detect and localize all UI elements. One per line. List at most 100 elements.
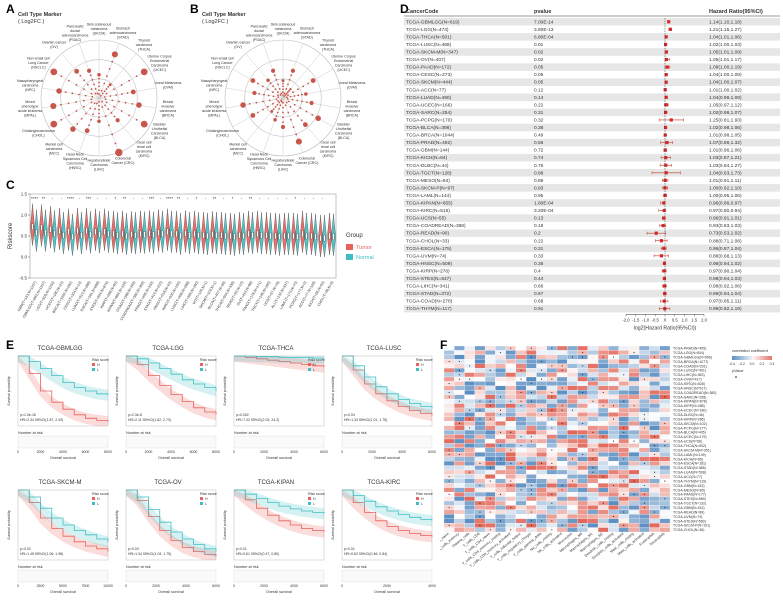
heat-cell — [628, 456, 640, 462]
heat-cell — [628, 416, 640, 422]
heat-cell — [639, 443, 650, 448]
heat-cell — [443, 376, 455, 382]
b-point — [292, 91, 294, 94]
km-x-label: Overall survival — [158, 456, 184, 460]
b-category-label: melanoma — [275, 27, 292, 31]
heat-cell — [536, 523, 547, 528]
a-point — [98, 112, 100, 115]
row-pvalue: 0.49 — [534, 133, 544, 139]
heat-cell — [628, 407, 640, 413]
heat-cell — [443, 430, 455, 435]
heat-cell — [577, 496, 588, 502]
a-point — [83, 105, 85, 108]
a-spoke — [48, 97, 100, 128]
hazard-point — [664, 156, 668, 160]
heat-row-label: TCGA-STES(N=569) — [673, 497, 706, 501]
significance-dot — [664, 440, 666, 442]
km-pvalue: p=2.3e-8 — [128, 413, 142, 417]
significance-dot — [654, 511, 656, 513]
row-cancer-code: TCGA-COAD(N=278) — [406, 299, 453, 305]
violin-normal-box — [125, 232, 128, 240]
significance-dot — [469, 418, 471, 420]
significance-dot — [448, 391, 450, 394]
heat-cell — [454, 478, 465, 484]
b-point — [285, 96, 288, 99]
heat-cell — [443, 514, 455, 519]
heat-cell — [587, 390, 599, 395]
violin-tumor-box — [283, 232, 286, 240]
row-pvalue: 0.68 — [534, 299, 544, 305]
panel-label-f: F — [440, 338, 448, 352]
row-pvalue: 3.20E-04 — [534, 208, 554, 214]
km-pvalue: p=0.002 — [236, 413, 249, 417]
heat-cell — [495, 345, 506, 351]
row-pvalue: 0.22 — [534, 102, 544, 108]
heat-cell — [577, 492, 588, 497]
heat-cell — [505, 416, 517, 422]
b-category-label: Thyroid — [322, 39, 334, 43]
heat-row-label: TCGA-KICH(N=65) — [673, 457, 703, 461]
legend-swatch — [346, 254, 353, 260]
heat-cell — [474, 505, 486, 510]
significance-dot — [520, 489, 522, 491]
heat-cell — [546, 381, 558, 386]
heat-cell — [484, 425, 496, 431]
heat-legend-swatch — [770, 356, 772, 360]
b-category-label: (CHOL) — [216, 134, 228, 138]
a-point — [98, 100, 100, 103]
a-point — [50, 68, 58, 76]
heat-cell — [464, 505, 475, 510]
row-pvalue: 0.67 — [534, 291, 544, 297]
heat-cell — [526, 456, 537, 462]
b-point — [250, 78, 256, 84]
a-category-label: Carcinoma — [66, 161, 83, 165]
km-hazard-ratio: HR=0.61 95%CI(0.47, 0.80) — [236, 552, 279, 556]
heat-cell — [546, 478, 558, 484]
heat-cell — [618, 487, 630, 493]
b-point — [309, 100, 314, 106]
significance-dot — [551, 449, 553, 451]
a-category-label: Cholangiocarcinoma — [22, 129, 55, 133]
significance-dot — [541, 369, 543, 371]
heat-cell — [639, 465, 650, 471]
a-point — [128, 114, 131, 117]
km-legend-swatch — [92, 368, 95, 371]
km-x-tick-label: 2000 — [260, 584, 268, 588]
heat-cell — [536, 372, 547, 378]
heat-cell — [484, 430, 496, 435]
row-pvalue: 0.89 — [534, 178, 544, 184]
significance-dot — [479, 524, 481, 526]
heat-cell — [526, 478, 537, 484]
significance-dot — [592, 378, 594, 380]
hazard-point — [669, 118, 673, 122]
heat-cell — [464, 483, 475, 488]
heat-cell — [474, 345, 486, 351]
row-cancer-code: TCGA-GBMLGG(N=619) — [406, 19, 460, 25]
significance-dot — [479, 418, 481, 420]
heat-cell — [526, 372, 537, 378]
heat-cell — [618, 434, 630, 440]
row-hazard-ratio: 0.99(0.94,1.04) — [709, 291, 742, 297]
heat-cell — [577, 518, 588, 524]
panel-label-e: E — [6, 338, 15, 352]
a-category-label: (OV) — [50, 45, 58, 49]
heat-cell — [454, 461, 465, 466]
b-point — [273, 118, 277, 122]
km-risk-title: Number at risk — [18, 431, 43, 435]
heat-cell — [577, 500, 588, 506]
km-plot-area — [233, 489, 325, 561]
a-point — [118, 100, 120, 103]
b-point — [282, 121, 284, 124]
b-point — [297, 88, 299, 91]
heat-cell — [639, 385, 650, 391]
heat-cell — [649, 390, 660, 395]
heat-cell — [464, 487, 475, 493]
violin-tumor-box — [49, 226, 52, 233]
hazard-point — [663, 42, 668, 47]
b-category-label: renal cell — [321, 145, 336, 149]
violin-normal-box — [71, 233, 74, 240]
heat-cell — [443, 487, 455, 493]
a-category-label: Bladder — [153, 122, 166, 126]
heat-cell — [515, 483, 527, 488]
heat-cell — [567, 381, 578, 386]
